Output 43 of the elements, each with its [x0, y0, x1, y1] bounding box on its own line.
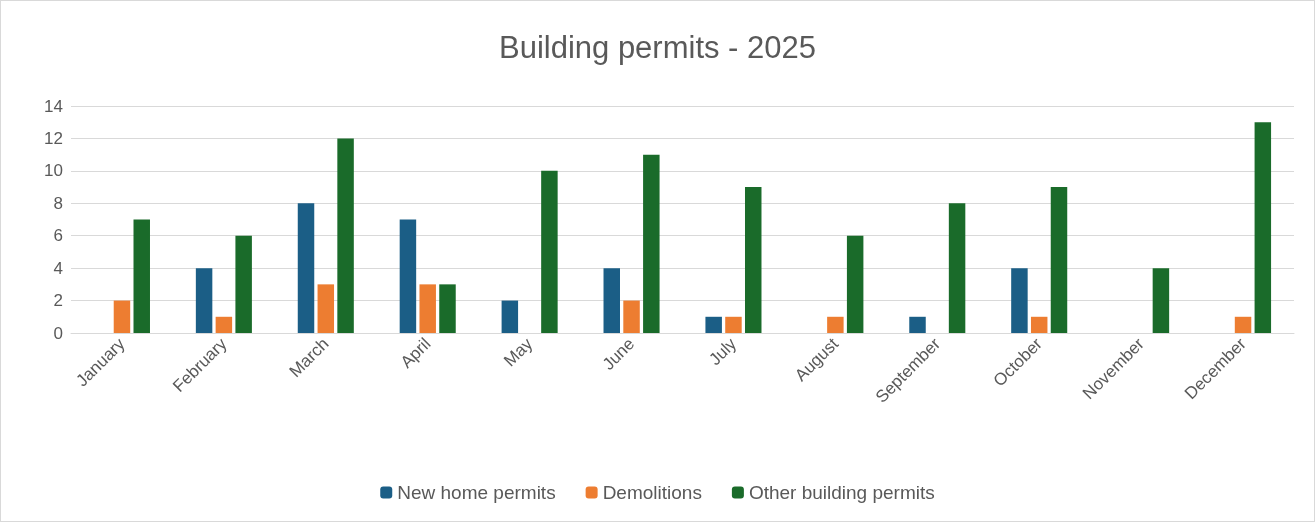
- x-tick-label: July: [705, 333, 741, 370]
- bar: [1050, 187, 1068, 333]
- y-tick-label: 8: [53, 193, 63, 213]
- bar: [725, 316, 742, 333]
- y-tick-label: 10: [44, 161, 63, 181]
- bar: [705, 316, 722, 333]
- bar: [439, 284, 456, 333]
- bar: [909, 316, 926, 333]
- chart-title: Building permits - 2025: [498, 30, 817, 65]
- bar: [1234, 316, 1252, 333]
- bar: [235, 235, 252, 333]
- y-tick-label: 0: [53, 323, 63, 343]
- bar: [1011, 268, 1028, 333]
- bar: [399, 219, 417, 333]
- bar: [133, 219, 150, 333]
- bar: [215, 316, 233, 333]
- bar: [846, 235, 864, 333]
- bar: [195, 268, 213, 333]
- bar: [1030, 316, 1048, 333]
- legend-label: New home permits: [397, 482, 556, 503]
- bar: [419, 284, 436, 333]
- bar: [948, 203, 966, 333]
- bar: [1152, 268, 1170, 333]
- bar: [643, 154, 660, 333]
- legend-label: Demolitions: [602, 482, 702, 503]
- bar: [317, 284, 335, 333]
- bar: [297, 203, 315, 333]
- x-tick-label: May: [500, 333, 537, 371]
- bar: [623, 300, 640, 333]
- bar: [745, 187, 762, 333]
- bar: [337, 138, 354, 333]
- legend-label: Other building permits: [748, 482, 935, 503]
- y-tick-label: 6: [53, 226, 63, 246]
- bar: [1254, 122, 1272, 333]
- bar: [113, 300, 131, 333]
- bar: [541, 170, 558, 333]
- bar: [603, 268, 620, 333]
- bar: [501, 300, 519, 333]
- y-tick-label: 4: [53, 258, 63, 278]
- y-tick-label: 12: [44, 128, 63, 148]
- y-tick-label: 2: [53, 291, 63, 311]
- bar: [827, 316, 844, 333]
- y-tick-label: 14: [44, 96, 63, 116]
